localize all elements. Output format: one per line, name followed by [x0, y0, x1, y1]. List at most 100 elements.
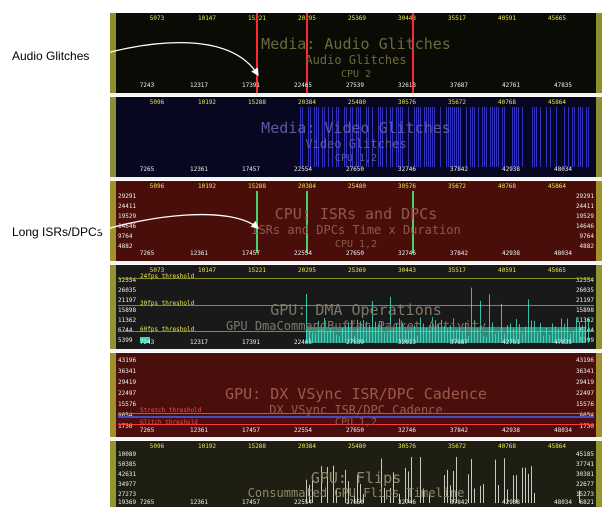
dma-packet-spike	[558, 328, 559, 343]
dma-packet-spike	[393, 328, 394, 343]
video-glitch-bar	[536, 107, 537, 167]
isr-dpc-event-line[interactable]	[306, 191, 308, 253]
video-glitch-bar	[380, 107, 381, 167]
tick-label: 17391	[241, 82, 261, 89]
video-glitch-bar	[338, 107, 339, 167]
audio-glitch-marker[interactable]	[412, 13, 414, 93]
flip-activity-bars[interactable]	[110, 441, 602, 507]
dma-packet-spike	[477, 328, 478, 343]
dma-packet-spike	[339, 336, 340, 343]
track-separator	[110, 93, 602, 96]
bottom-time-axis: 7265 12361 17457 22554 27650 32746 37842…	[110, 250, 602, 260]
tick-label: 7243	[139, 82, 155, 89]
video-glitch-bar	[502, 107, 503, 167]
track-separator	[110, 437, 602, 440]
flip-event-spike	[507, 489, 508, 503]
dma-packet-spike	[495, 334, 496, 343]
video-glitch-bar	[432, 107, 433, 167]
tick-label: 7243	[139, 339, 155, 346]
video-glitch-bar	[328, 107, 329, 167]
flip-event-spike	[474, 488, 475, 503]
isr-dpc-event-line[interactable]	[412, 191, 414, 253]
tick-label: 7265	[139, 250, 155, 257]
tick-label: 12361	[189, 166, 209, 173]
dma-packet-spike	[516, 319, 517, 343]
flip-event-spike	[390, 488, 391, 503]
tick-label: 17457	[241, 166, 261, 173]
top-time-axis: 5096 10192 15288 20384 25480 30576 35672…	[110, 443, 602, 453]
video-glitch-bar	[396, 107, 397, 167]
tick-label: 48034	[553, 427, 573, 434]
left-y-axis: 43196 36341 29419 22497 15576 8654 1730	[118, 353, 140, 437]
track-subtitle: ISRs and DPCs Time x Duration	[251, 223, 461, 237]
flip-event-spike	[348, 481, 349, 503]
tick-label: 42938	[501, 250, 521, 257]
video-glitch-bar	[522, 107, 523, 167]
dma-packet-spike	[348, 322, 349, 343]
y-tick-label: 43196	[575, 357, 594, 364]
tick-label: 5096	[149, 99, 165, 106]
dma-packet-spike	[327, 331, 328, 343]
track-cpu-label: CPU 1,2	[334, 417, 378, 428]
gpu-dma-track[interactable]: 5073 10147 15221 20295 25369 30443 35517…	[110, 265, 602, 349]
audio-glitch-marker[interactable]	[306, 13, 308, 93]
tick-label: 32746	[397, 250, 417, 257]
dma-packet-spike	[567, 318, 568, 343]
bottom-time-axis: 7265 12361 17457 22554 27650 32746 37842…	[110, 427, 602, 437]
flip-event-spike	[579, 490, 580, 503]
dma-packet-spike	[465, 322, 466, 343]
video-glitch-bars[interactable]	[110, 97, 602, 177]
vsync-cadence-track[interactable]: 43196 36341 29419 22497 15576 8654 1730 …	[110, 353, 602, 437]
video-glitch-bar	[378, 107, 379, 167]
tick-label: 35517	[447, 267, 467, 274]
track-title: Media: Audio Glitches	[261, 35, 451, 53]
tick-label: 30576	[397, 99, 417, 106]
y-tick-label: 14646	[575, 223, 594, 230]
y-tick-label: 50385	[118, 461, 137, 468]
video-glitch-bar	[322, 107, 323, 167]
right-y-axis: 43196 36341 29419 22497 15576 8654 1730	[572, 353, 594, 437]
isr-dpc-track[interactable]: 5096 10192 15288 20384 25480 30576 35672…	[110, 181, 602, 261]
vsync-cadence-band[interactable]	[118, 416, 594, 418]
track-cpu-label: CPU 2	[340, 69, 372, 80]
dma-activity-bars[interactable]	[110, 265, 602, 349]
flip-event-spike	[405, 467, 406, 503]
track-subtitle: GPU DmaCommandBuffer Packet Activity	[225, 319, 487, 333]
y-tick-label: 6744	[118, 327, 132, 334]
right-edge-marker	[596, 13, 602, 93]
left-y-axis: 10089 50385 42631 34977 27273 19369	[118, 441, 140, 507]
bottom-time-axis: 7243 12317 17391 22465 27539 32613 37687…	[110, 339, 602, 349]
video-glitch-bar	[458, 107, 459, 167]
video-glitch-bar	[448, 107, 449, 167]
flip-event-spike	[525, 467, 526, 503]
y-tick-label: 43196	[118, 357, 137, 364]
tick-label: 27650	[345, 250, 365, 257]
right-edge-marker	[596, 265, 602, 349]
right-edge-marker	[596, 181, 602, 261]
tick-label: 27539	[345, 339, 365, 346]
dma-packet-spike	[309, 331, 310, 343]
video-glitches-track[interactable]: 5096 10192 15288 20384 25480 30576 35672…	[110, 97, 602, 177]
dma-packet-spike	[345, 325, 346, 343]
tick-label: 15288	[247, 183, 267, 190]
dma-packet-spike	[519, 324, 520, 343]
video-glitch-bar	[568, 107, 569, 167]
tick-label: 27650	[345, 166, 365, 173]
y-tick-label: 22497	[118, 390, 137, 397]
video-glitch-bar	[336, 107, 337, 167]
tick-label: 22465	[293, 82, 313, 89]
audio-glitches-track[interactable]: 5073 10147 15221 20295 25369 30443 35517…	[110, 13, 602, 93]
dma-packet-spike	[525, 326, 526, 343]
gpu-flips-track[interactable]: 5096 10192 15288 20384 25480 30576 35672…	[110, 441, 602, 507]
video-glitch-bar	[588, 107, 589, 167]
flip-event-spike	[429, 492, 430, 503]
tick-label: 45665	[547, 267, 567, 274]
track-title: Media: Video Glitches	[261, 119, 451, 137]
video-glitch-bar	[586, 107, 587, 167]
dma-packet-band	[140, 337, 150, 343]
tick-label: 22554	[293, 427, 313, 434]
video-glitch-bar	[450, 107, 451, 167]
flip-event-spike	[399, 493, 400, 503]
dma-packet-spike	[570, 333, 571, 343]
tick-label: 5073	[149, 267, 165, 274]
